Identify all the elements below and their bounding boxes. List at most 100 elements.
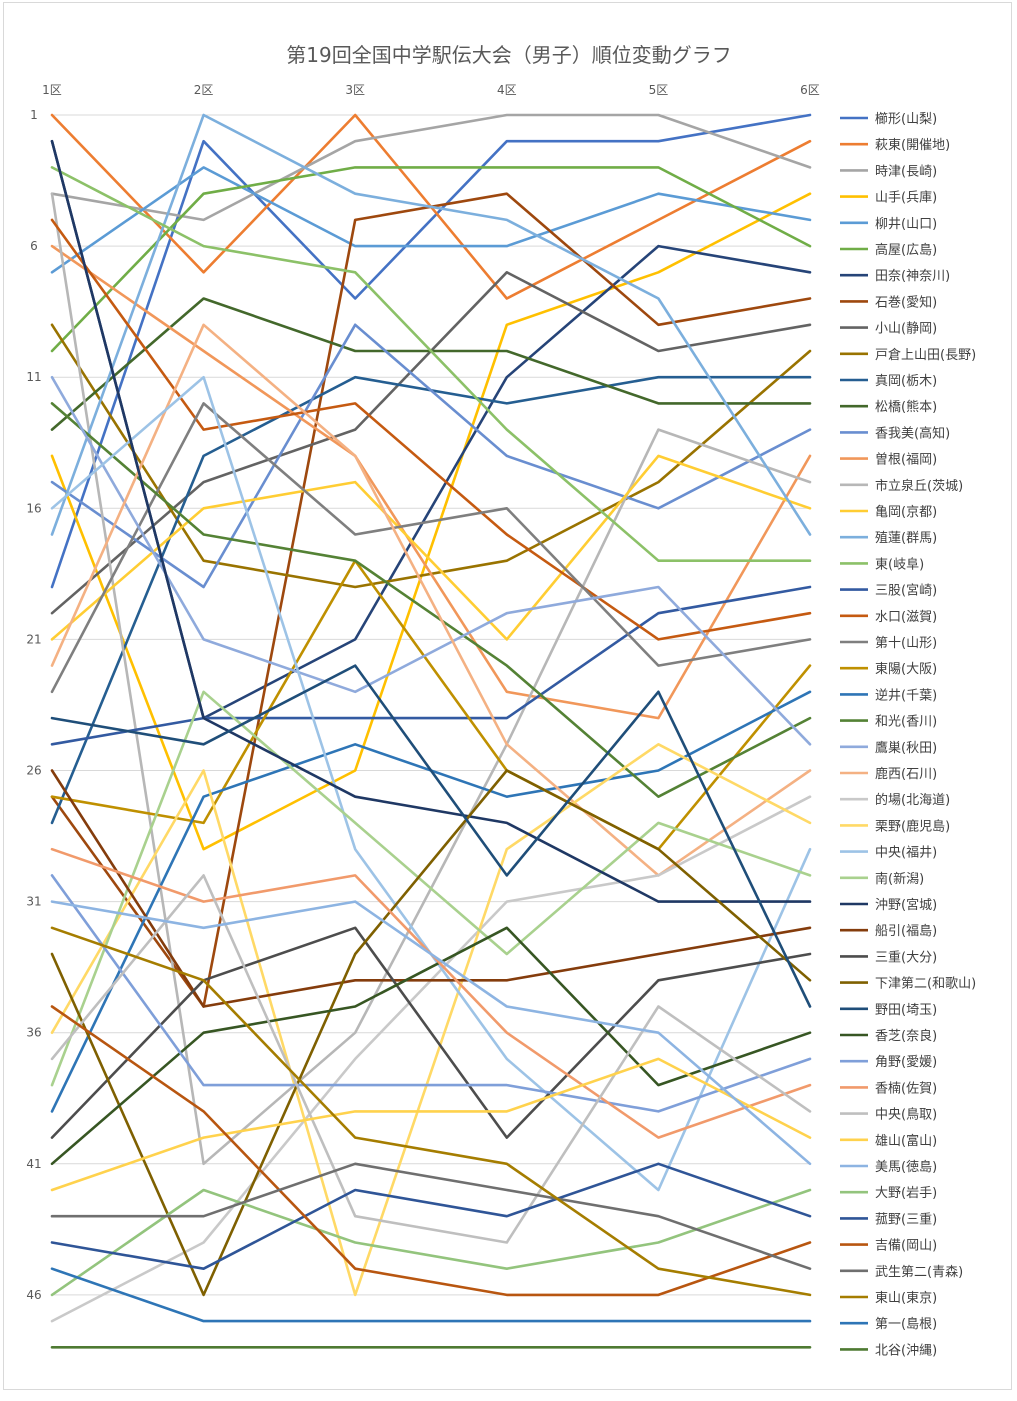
y-tick-label: 31: [26, 895, 41, 909]
legend-entry: 中央(鳥取): [875, 1108, 937, 1123]
series-line-35: [50, 926, 812, 1166]
legend-entry: 沖野(宮城): [875, 897, 937, 913]
series-line-5: [50, 166, 812, 353]
legend-entry: 鷹巣(秋田): [875, 741, 937, 756]
y-tick-label: 26: [26, 764, 41, 778]
chart-title: 第19回全国中学駅伝大会（男子）順位変動グラフ: [286, 43, 731, 67]
x-tick-label: 4区: [497, 83, 517, 97]
legend-entry: 東山(東京): [875, 1290, 937, 1306]
legend-entry: 東(岐阜): [875, 556, 924, 572]
chart-frame: 1区 2区 3区 4区 5区 6区 1 6 11 16 21 26 31 36 41 46 櫛形(山梨) 萩東(…: [3, 2, 1012, 1390]
legend-entry: 第十(山形): [875, 636, 937, 651]
legend-entry: 中央(福井): [875, 846, 937, 861]
series-line-16: [50, 113, 812, 536]
legend-entry: 美馬(徳島): [875, 1160, 937, 1175]
series-line-41: [50, 1188, 812, 1297]
series-line-27: [50, 742, 812, 1297]
series-line-44: [50, 1162, 812, 1270]
legend-entry: 香我美(高知): [875, 425, 950, 441]
y-tick-label: 1: [30, 108, 38, 122]
gridlines: [52, 114, 810, 1296]
y-tick-label: 6: [30, 239, 38, 253]
series-line-31: [50, 769, 812, 1008]
legend-entry: 戸倉上山田(長野): [875, 348, 976, 363]
legend-entry: 下津第二(和歌山): [875, 977, 976, 992]
x-tick-label: 2区: [194, 83, 214, 97]
series-line-21: [50, 559, 812, 851]
legend-entry: 南(新潟): [875, 871, 924, 887]
legend-entry: 三重(大分): [875, 949, 937, 965]
legend-entry: 柳井(山口): [875, 217, 937, 232]
legend-entry: 高屋(広島): [875, 242, 937, 258]
legend-entry: 水口(滋賀): [875, 610, 937, 625]
series-line-45: [50, 926, 812, 1297]
legend-entry: 萩東(開催地): [875, 137, 950, 153]
series-line-13: [50, 244, 812, 720]
legend-entry: 第一(島根): [875, 1317, 937, 1332]
x-tick-label: 6区: [800, 83, 820, 97]
series-line-38: [50, 874, 812, 1244]
series-line-15: [50, 454, 812, 641]
series-line-29: [50, 690, 812, 1087]
series-line-20: [50, 402, 812, 694]
series-line-17: [50, 166, 812, 563]
legend-entry: 的場(北海道): [875, 792, 950, 808]
legend-entry: 角野(愛媛): [875, 1055, 937, 1070]
legend-entry: 曽根(福岡): [875, 453, 937, 468]
legend-entry: 船引(福島): [875, 924, 937, 939]
legend-entry: 山手(兵庫): [875, 191, 937, 206]
series-line-40: [50, 900, 812, 1166]
x-tick-label: 1区: [42, 83, 62, 97]
series-line-24: [50, 375, 812, 746]
legend-entry: 小山(静岡): [875, 322, 937, 337]
legend-entry: 武生第二(青森): [875, 1265, 963, 1280]
series-line-19: [50, 218, 812, 641]
legend-entry: 香楠(佐賀): [875, 1081, 937, 1096]
legend-entry: 亀岡(京都): [875, 505, 937, 520]
legend-entry: 時津(長崎): [875, 164, 937, 179]
y-tick-label: 21: [26, 632, 41, 646]
legend-entry: 三股(宮崎): [875, 583, 937, 599]
x-tick-label: 5区: [649, 83, 669, 97]
series-line-30: [50, 139, 812, 903]
legend-entry: 北谷(沖縄): [875, 1343, 937, 1358]
y-tick-label: 46: [26, 1288, 41, 1302]
legend-entry: 殖蓮(群馬): [875, 530, 937, 546]
legend-entry: 吉備(岡山): [875, 1238, 937, 1254]
series-line-37: [50, 847, 812, 1139]
legend-entry: 市立泉丘(茨城): [875, 478, 963, 494]
legend-entry: 香芝(奈良): [875, 1028, 937, 1044]
series-line-12: [50, 323, 812, 589]
series-line-32: [50, 926, 812, 1139]
series-line-33: [50, 769, 812, 1297]
legend-entry: 雄山(富山): [875, 1133, 937, 1149]
y-tick-label: 16: [26, 501, 41, 515]
series-lines: [50, 113, 812, 1349]
y-tick-label: 11: [26, 370, 41, 384]
legend-entry: 鹿西(石川): [875, 766, 937, 782]
legend-entry: 菰野(三重): [875, 1211, 937, 1227]
series-line-18: [50, 585, 812, 746]
series-line-3: [50, 192, 812, 851]
series-line-39: [50, 1057, 812, 1192]
series-line-36: [50, 874, 812, 1113]
series-line-43: [50, 1005, 812, 1297]
legend-entry: 石巻(愛知): [875, 294, 937, 310]
legend-entry: 野田(埼玉): [875, 1003, 937, 1018]
series-line-46: [50, 1267, 812, 1323]
legend-entry: 真岡(栃木): [875, 374, 937, 389]
y-tick-label: 36: [26, 1026, 41, 1040]
series-line-34: [50, 664, 812, 1008]
legend-entry: 和光(香川): [875, 715, 937, 730]
x-tick-label: 3区: [345, 83, 365, 97]
legend: 櫛形(山梨) 萩東(開催地) 時津(長崎) 山手(兵庫) 柳井(山口) 高屋(広島) 田奈(…: [840, 112, 976, 1358]
legend-entry: 栗野(鹿児島): [875, 818, 950, 834]
legend-entry: 田奈(神奈川): [875, 269, 950, 284]
y-tick-label: 41: [26, 1157, 41, 1171]
legend-entry: 櫛形(山梨): [875, 112, 937, 127]
legend-entry: 松橋(熊本): [875, 399, 937, 415]
legend-entry: 東陽(大阪): [875, 661, 937, 677]
legend-entry: 大野(岩手): [875, 1186, 937, 1201]
